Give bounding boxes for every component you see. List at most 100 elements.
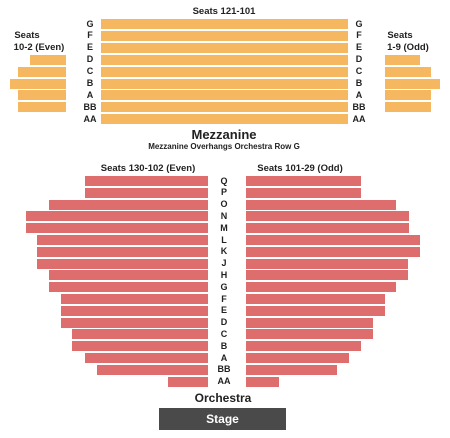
orchestra-row-d-left[interactable] [61,317,208,328]
orchestra-row-label-b[interactable]: B [220,340,228,351]
mezzanine-row-b-right[interactable] [385,78,440,89]
orchestra-row-n-right[interactable] [246,211,409,222]
mezzanine-row-label-left-g[interactable]: G [86,18,94,29]
orchestra-row-g-left[interactable] [49,282,208,293]
mezzanine-row-c-right[interactable] [385,66,431,77]
orchestra-row-q-left[interactable] [85,176,208,186]
orchestra-row-a-right[interactable] [246,353,349,363]
orchestra-row-label-h[interactable]: H [220,269,228,280]
mezzanine-row-c-left[interactable] [18,66,66,77]
orchestra-row-label-q[interactable]: Q [220,175,228,186]
mezzanine-row-b-center[interactable] [101,78,348,89]
orchestra-row-n-left[interactable] [26,211,208,222]
mezzanine-row-label-right-bb[interactable]: BB [352,101,366,112]
mezzanine-row-f-center[interactable] [101,30,348,41]
orchestra-row-p-left[interactable] [85,187,208,198]
stage: Stage [159,408,286,430]
orchestra-row-l-right[interactable] [246,235,420,245]
mezzanine-row-label-right-d[interactable]: D [355,54,363,65]
mezzanine-row-label-left-d[interactable]: D [86,54,94,65]
orchestra-row-aa-right[interactable] [246,376,279,387]
orchestra-right-seats-label: Seats 101-29 (Odd) [257,163,343,174]
orchestra-row-g-right[interactable] [246,282,396,293]
orchestra-row-j-right[interactable] [246,258,408,269]
mezzanine-row-label-right-f[interactable]: F [356,30,362,41]
orchestra-row-p-right[interactable] [246,187,361,198]
orchestra-row-o-right[interactable] [246,199,396,210]
mezzanine-row-label-left-bb[interactable]: BB [83,101,97,112]
mezzanine-row-label-right-c[interactable]: C [355,66,363,77]
orchestra-left-seats-label: Seats 130-102 (Even) [100,163,196,174]
orchestra-row-label-m[interactable]: M [220,222,228,233]
orchestra-row-h-left[interactable] [49,270,208,281]
orchestra-row-k-left[interactable] [37,246,208,257]
mezzanine-row-g-center[interactable] [101,19,348,29]
mezzanine-row-a-center[interactable] [101,90,348,101]
mezzanine-row-label-left-aa[interactable]: AA [83,113,97,124]
orchestra-row-bb-left[interactable] [97,364,208,375]
mezzanine-left-seats-label-line1: Seats [14,30,40,41]
orchestra-row-l-left[interactable] [37,235,208,245]
mezzanine-row-label-left-a[interactable]: A [86,89,94,100]
orchestra-row-bb-right[interactable] [246,364,337,375]
mezzanine-row-bb-center[interactable] [101,102,348,113]
mezzanine-row-label-right-a[interactable]: A [355,89,363,100]
orchestra-row-label-j[interactable]: J [221,258,227,269]
orchestra-row-h-right[interactable] [246,270,408,281]
orchestra-row-label-o[interactable]: O [220,199,228,210]
mezzanine-row-c-center[interactable] [101,66,348,77]
orchestra-row-label-bb[interactable]: BB [217,364,231,375]
orchestra-row-j-left[interactable] [37,258,208,269]
mezzanine-row-bb-left[interactable] [18,102,66,113]
mezzanine-row-b-left[interactable] [10,78,66,89]
mezzanine-right-seats-label-line2: 1-9 (Odd) [387,42,429,53]
orchestra-row-label-p[interactable]: P [220,187,227,198]
mezzanine-row-aa-center[interactable] [101,114,348,125]
mezzanine-row-label-left-e[interactable]: E [86,42,93,53]
mezzanine-row-a-left[interactable] [18,90,66,101]
orchestra-row-label-g[interactable]: G [220,281,228,292]
orchestra-row-e-left[interactable] [61,305,208,316]
mezzanine-row-label-right-g[interactable]: G [355,18,363,29]
mezzanine-row-label-left-b[interactable]: B [86,78,94,88]
orchestra-row-b-left[interactable] [72,341,208,352]
orchestra-row-label-k[interactable]: K [220,246,228,257]
orchestra-row-f-right[interactable] [246,294,385,304]
mezzanine-row-d-center[interactable] [101,54,348,65]
orchestra-row-f-left[interactable] [61,294,208,304]
orchestra-row-a-left[interactable] [85,353,208,363]
mezzanine-row-label-right-b[interactable]: B [355,78,363,88]
mezzanine-row-label-left-f[interactable]: F [87,30,93,41]
orchestra-row-e-right[interactable] [246,305,385,316]
mezzanine-row-label-right-aa[interactable]: AA [352,113,366,124]
mezzanine-row-label-left-c[interactable]: C [86,66,94,77]
orchestra-row-label-d[interactable]: D [220,317,228,328]
orchestra-row-d-right[interactable] [246,317,373,328]
orchestra-row-k-right[interactable] [246,246,420,257]
orchestra-row-m-left[interactable] [26,223,208,234]
mezzanine-row-bb-right[interactable] [385,102,431,113]
mezzanine-title: Mezzanine [191,127,257,142]
mezzanine-left-seats-label-line2: 10-2 (Even) [13,42,65,53]
orchestra-row-c-right[interactable] [246,329,373,340]
orchestra-row-c-left[interactable] [72,329,208,340]
mezzanine-row-a-right[interactable] [385,90,431,101]
orchestra-row-aa-left[interactable] [168,376,208,387]
mezzanine-row-label-right-e[interactable]: E [355,42,362,53]
mezzanine-right-seats-label-line1: Seats [387,30,413,41]
orchestra-row-o-left[interactable] [49,199,208,210]
orchestra-row-label-l[interactable]: L [221,234,227,245]
orchestra-row-label-aa[interactable]: AA [217,376,231,387]
orchestra-row-m-right[interactable] [246,223,409,234]
mezzanine-row-d-left[interactable] [30,54,66,65]
orchestra-row-b-right[interactable] [246,341,361,352]
mezzanine-row-e-center[interactable] [101,42,348,53]
mezzanine-overhang-note: Mezzanine Overhangs Orchestra Row G [148,142,300,151]
orchestra-row-label-a[interactable]: A [220,352,228,363]
orchestra-row-label-e[interactable]: E [220,305,227,316]
orchestra-row-q-right[interactable] [246,176,361,186]
orchestra-row-label-f[interactable]: F [221,293,227,304]
orchestra-row-label-n[interactable]: N [220,210,228,221]
mezzanine-row-d-right[interactable] [385,54,420,65]
orchestra-row-label-c[interactable]: C [220,328,228,339]
